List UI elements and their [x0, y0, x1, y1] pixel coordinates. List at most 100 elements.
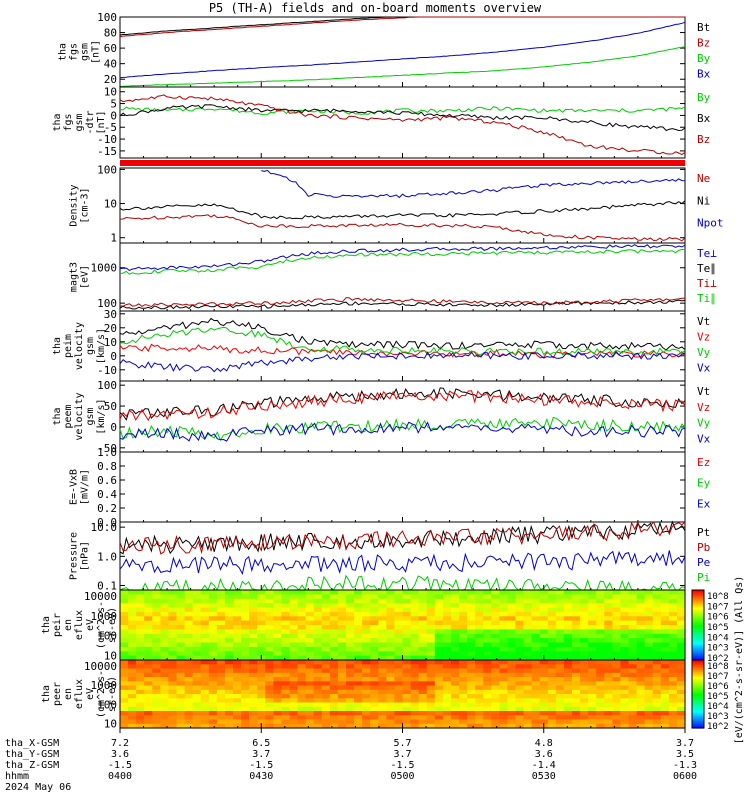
heatmap-cell [289, 706, 299, 712]
heatmap-cell [386, 620, 396, 626]
heatmap-cell [257, 711, 266, 716]
ytick-label: 10 [104, 650, 117, 663]
ytick-label: -50 [97, 442, 117, 455]
heatmap-cell [378, 590, 387, 595]
heatmap-cell [184, 598, 194, 604]
legend-Vt: Vt [697, 385, 710, 398]
heatmap-cell [160, 629, 170, 635]
heatmap-cell [265, 711, 274, 716]
heatmap-cell [547, 681, 557, 687]
heatmap-cell [636, 706, 646, 712]
heatmap-cell [249, 598, 258, 604]
heatmap-cell [636, 698, 646, 704]
heatmap-cell [362, 638, 371, 644]
heatmap-cell [362, 598, 371, 604]
heatmap-cell [483, 706, 492, 712]
heatmap-cell [136, 706, 145, 712]
heatmap-cell [418, 598, 428, 604]
heatmap-cell [426, 723, 436, 729]
heatmap-cell [555, 715, 565, 721]
heatmap-cell [208, 603, 218, 609]
heatmap-cell [563, 638, 573, 644]
heatmap-cell [644, 702, 654, 708]
ylabel-line: velocity [74, 322, 85, 370]
heatmap-cell [313, 594, 323, 600]
heatmap-cell [410, 651, 420, 657]
panel-frame-peem_velocity [119, 380, 686, 453]
heatmap-cell [265, 723, 274, 729]
heatmap-cell [426, 594, 436, 600]
heatmap-cell [588, 719, 597, 725]
heatmap-cell [297, 642, 307, 648]
colorbar-cell [692, 600, 704, 603]
heatmap-cell [620, 651, 630, 657]
heatmap-cell [120, 677, 129, 682]
heatmap-cell [418, 655, 428, 661]
heatmap-cell [450, 620, 460, 626]
heatmap-cell [418, 723, 428, 729]
heatmap-cell [136, 603, 145, 609]
heatmap-cell [467, 719, 476, 725]
heatmap-cell [402, 620, 412, 626]
heatmap-cell [224, 698, 234, 704]
heatmap-cell [168, 664, 178, 670]
heatmap-cell [450, 651, 460, 657]
heatmap-cell [450, 689, 460, 695]
heatmap-cell [539, 638, 549, 644]
heatmap-cell [281, 642, 291, 648]
heatmap-cell [426, 719, 436, 725]
heatmap-cell [378, 629, 387, 635]
heatmap-cell [216, 694, 226, 699]
heatmap-cell [604, 715, 613, 721]
heatmap-cell [305, 629, 315, 635]
heatmap-cell [644, 620, 654, 626]
heatmap-cell [612, 607, 622, 613]
heatmap-cell [224, 664, 234, 670]
colorbar-cell [692, 702, 704, 705]
heatmap-cell [676, 677, 686, 682]
heatmap-cell [668, 598, 678, 604]
heatmap-cell [523, 694, 533, 699]
heatmap-cell [467, 694, 476, 699]
heatmap-cell [499, 723, 509, 729]
heatmap-cell [483, 698, 492, 704]
heatmap-cell [418, 715, 428, 721]
heatmap-cell [676, 681, 686, 687]
heatmap-cell [281, 633, 291, 639]
heatmap-cell [281, 611, 291, 617]
heatmap-cell [233, 706, 242, 712]
heatmap-cell [329, 677, 339, 682]
heatmap-cell [362, 594, 371, 600]
heatmap-cell [297, 706, 307, 712]
heatmap-cell [491, 719, 500, 725]
heatmap-cell [572, 646, 581, 652]
heatmap-cell [321, 638, 331, 644]
heatmap-cell [620, 698, 630, 704]
heatmap-cell [402, 689, 412, 695]
heatmap-cell [224, 719, 234, 725]
heatmap-cell [668, 638, 678, 644]
heatmap-cell [660, 702, 670, 708]
heatmap-cell [580, 594, 589, 600]
heatmap-cell [128, 590, 137, 595]
heatmap-cell [676, 723, 686, 729]
series-line-density-Ne [119, 214, 686, 242]
heatmap-cell [668, 715, 678, 721]
heatmap-cell [321, 689, 331, 695]
heatmap-cell [313, 625, 323, 630]
heatmap-cell [676, 655, 686, 661]
heatmap-cell [200, 638, 210, 644]
ytick-label: 0.4 [97, 488, 117, 501]
heatmap-cell [370, 672, 379, 678]
heatmap-cell [604, 677, 613, 682]
heatmap-cell [426, 598, 436, 604]
heatmap-cell [499, 620, 509, 626]
heatmap-cell [184, 590, 194, 595]
heatmap-cell [216, 603, 226, 609]
heatmap-cell [580, 698, 589, 704]
heatmap-cell [128, 668, 137, 674]
heatmap-cell [539, 590, 549, 595]
heatmap-cell [184, 711, 194, 716]
heatmap-cell [588, 664, 597, 670]
heatmap-cell [475, 655, 484, 661]
